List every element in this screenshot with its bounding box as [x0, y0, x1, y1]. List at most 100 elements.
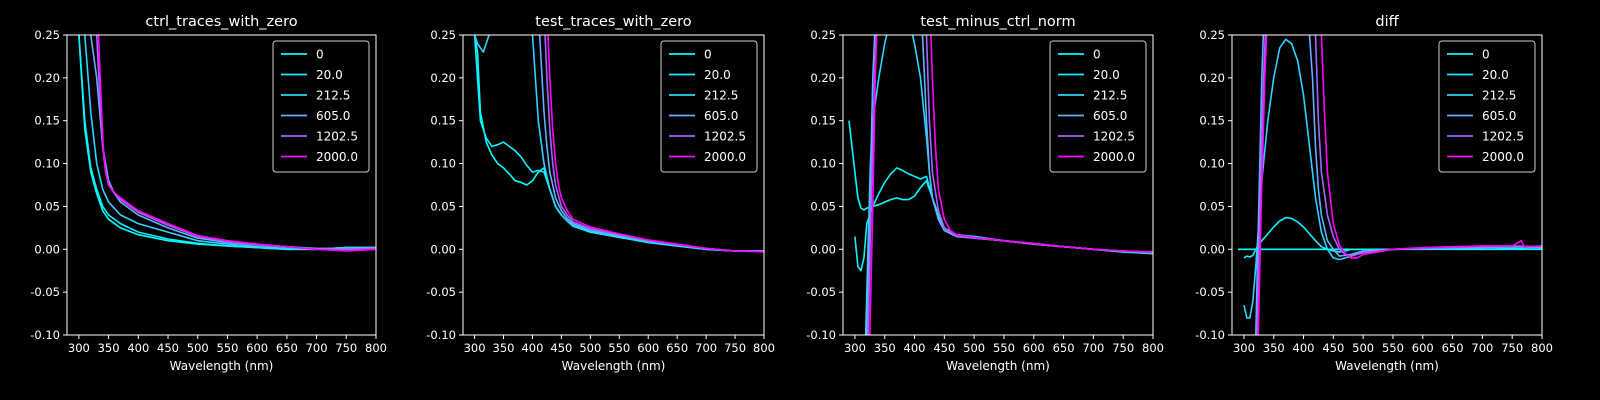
axes-frame: [1231, 34, 1543, 336]
series-group: [473, 35, 764, 253]
chart-panel-2: 300 350 400 450 500 550 600 650 700 750 800 -0.10 -0…: [426, 14, 775, 373]
legend-label: 605.0: [704, 109, 738, 123]
y-tick-label: 0.00: [1199, 242, 1225, 256]
chart-title: test_minus_ctrl_norm: [920, 14, 1075, 30]
x-tick-label: 350: [1263, 341, 1285, 355]
series-line-2000-0: [547, 35, 764, 253]
y-tick-label: -0.10: [30, 328, 60, 342]
x-tick-label: 800: [753, 341, 775, 355]
x-tick-label: 750: [335, 341, 357, 355]
legend-label: 2000.0: [316, 150, 358, 164]
x-tick-label: 650: [276, 341, 298, 355]
legend-label: 2000.0: [1482, 150, 1524, 164]
legend-label: 0: [704, 48, 712, 62]
x-tick-label: 650: [1442, 341, 1464, 355]
y-tick-label: 0.00: [430, 242, 456, 256]
x-tick-label: 600: [637, 341, 659, 355]
x-tick-label: 350: [98, 341, 120, 355]
y-tick-label: 0.00: [810, 242, 836, 256]
x-tick-label: 550: [1382, 341, 1404, 355]
x-tick-label: 300: [1233, 341, 1255, 355]
legend-label: 212.5: [316, 89, 350, 103]
legend-label: 212.5: [1093, 89, 1127, 103]
axes-frame: [66, 34, 377, 336]
y-tick-label: 0.15: [1199, 114, 1225, 128]
x-tick-label: 800: [365, 341, 387, 355]
x-tick-label: 400: [904, 341, 926, 355]
legend-label: 605.0: [1482, 109, 1516, 123]
x-tick-label: 350: [874, 341, 896, 355]
x-tick-label: 700: [1082, 341, 1104, 355]
y-tick-label: 0.20: [34, 71, 60, 85]
x-tick-label: 500: [187, 341, 209, 355]
x-tick-label: 550: [993, 341, 1015, 355]
x-axis-label: Wavelength (nm): [1335, 359, 1439, 373]
legend: 0 20.0 212.5 605.0 1202.5 2000.0: [1049, 40, 1147, 173]
legend-label: 0: [1093, 48, 1101, 62]
y-tick-label: -0.05: [1195, 285, 1225, 299]
axes-frame: [462, 34, 765, 336]
x-tick-label: 700: [306, 341, 328, 355]
legend-label: 20.0: [1093, 68, 1120, 82]
y-tick-label: 0.20: [430, 71, 456, 85]
series-line-2000-0: [869, 35, 1153, 335]
y-tick-label: 0.20: [810, 71, 836, 85]
x-tick-label: 300: [464, 341, 486, 355]
y-tick-label: 0.25: [1199, 28, 1225, 42]
y-tick-label: 0.10: [34, 157, 60, 171]
y-tick-label: -0.10: [426, 328, 456, 342]
x-tick-label: 450: [157, 341, 179, 355]
chart-panel-1: 300 350 400 450 500 550 600 650 700 750 800 -0.10 -0…: [30, 14, 387, 373]
series-group: [848, 35, 1153, 335]
legend-label: 1202.5: [1482, 130, 1524, 144]
y-tick-label: 0.05: [34, 199, 60, 213]
y-tick-label: 0.25: [430, 28, 456, 42]
x-tick-label: 600: [1023, 341, 1045, 355]
y-tick-label: 0.10: [430, 157, 456, 171]
x-tick-label: 750: [1501, 341, 1523, 355]
legend-label: 0: [1482, 48, 1490, 62]
legend-label: 2000.0: [704, 150, 746, 164]
legend-label: 212.5: [1482, 89, 1516, 103]
legend: 0 20.0 212.5 605.0 1202.5 2000.0: [1438, 40, 1536, 173]
legend: 0 20.0 212.5 605.0 1202.5 2000.0: [272, 40, 370, 173]
y-tick-label: 0.05: [430, 199, 456, 213]
legend-label: 605.0: [316, 109, 350, 123]
series-line-20-0: [473, 35, 764, 252]
x-tick-label: 400: [521, 341, 543, 355]
y-tick-label: -0.05: [30, 285, 60, 299]
y-tick-label: 0.10: [1199, 157, 1225, 171]
y-tick-label: 0.15: [430, 114, 456, 128]
chart-title: test_traces_with_zero: [535, 14, 692, 30]
y-tick-label: -0.05: [426, 285, 456, 299]
x-tick-label: 800: [1531, 341, 1553, 355]
legend-label: 20.0: [704, 68, 731, 82]
axes-frame: [842, 34, 1154, 336]
x-tick-label: 700: [1471, 341, 1493, 355]
x-tick-label: 500: [579, 341, 601, 355]
x-tick-label: 450: [933, 341, 955, 355]
x-tick-label: 650: [1053, 341, 1075, 355]
chart-panel-4: 300 350 400 450 500 550 600 650 700 750 800 -0.10 -0…: [1195, 14, 1553, 373]
legend-label: 1202.5: [316, 130, 358, 144]
x-axis-label: Wavelength (nm): [170, 359, 274, 373]
x-tick-label: 300: [844, 341, 866, 355]
x-tick-label: 700: [695, 341, 717, 355]
y-tick-label: 0.05: [810, 199, 836, 213]
chart-panel-3: 300 350 400 450 500 550 600 650 700 750 800 -0.10 -0…: [806, 14, 1164, 373]
x-tick-label: 450: [1322, 341, 1344, 355]
series-line-2000-0: [1257, 35, 1542, 335]
series-group: [78, 35, 376, 252]
legend-label: 1202.5: [1093, 130, 1135, 144]
y-tick-label: 0.15: [810, 114, 836, 128]
y-tick-label: 0.15: [34, 114, 60, 128]
y-tick-label: 0.25: [34, 28, 60, 42]
y-tick-label: -0.05: [806, 285, 836, 299]
y-tick-label: 0.00: [34, 242, 60, 256]
legend-label: 605.0: [1093, 109, 1127, 123]
y-tick-label: -0.10: [1195, 328, 1225, 342]
x-tick-label: 500: [1352, 341, 1374, 355]
x-tick-label: 550: [216, 341, 238, 355]
